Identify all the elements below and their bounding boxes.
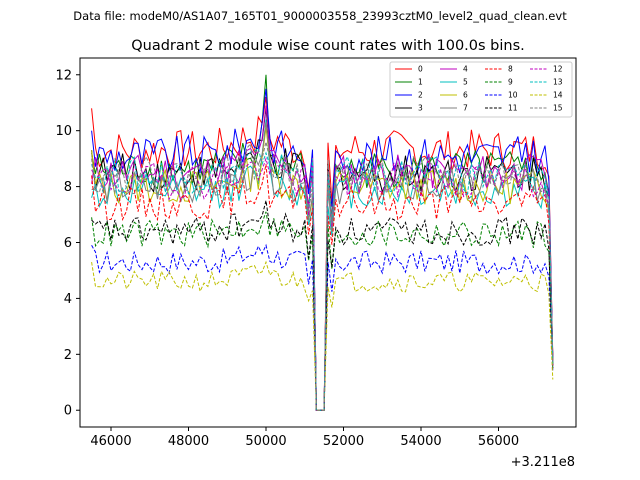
x-tick-label: 46000: [90, 434, 131, 449]
y-tick-label: 0: [64, 404, 72, 419]
legend-label-0: 0: [418, 65, 423, 74]
legend-label-6: 6: [463, 91, 468, 100]
legend-label-3: 3: [418, 104, 423, 113]
legend-label-9: 9: [508, 78, 513, 87]
y-tick-label: 2: [64, 348, 72, 363]
series-line-15: [91, 141, 554, 411]
x-tick-label: 54000: [400, 434, 441, 449]
y-tick-label: 4: [64, 292, 72, 307]
series-line-13: [91, 147, 554, 411]
legend-label-4: 4: [463, 65, 468, 74]
legend-label-13: 13: [553, 78, 563, 87]
legend-label-14: 14: [553, 91, 563, 100]
x-axis: 46000 48000 50000 52000 54000 56000: [90, 427, 519, 449]
x-tick-label: 52000: [323, 434, 364, 449]
y-tick-label: 12: [55, 68, 72, 83]
chart-title: Quadrant 2 module wise count rates with …: [131, 38, 525, 54]
legend-label-8: 8: [508, 65, 513, 74]
legend-label-5: 5: [463, 78, 468, 87]
legend-label-15: 15: [553, 104, 563, 113]
legend-box: [389, 61, 573, 118]
legend-label-7: 7: [463, 104, 468, 113]
series-line-8: [91, 164, 554, 411]
x-axis-offset-label: +3.211e8: [511, 455, 575, 470]
legend-label-10: 10: [508, 91, 518, 100]
y-tick-label: 6: [64, 236, 72, 251]
y-tick-label: 8: [64, 180, 72, 195]
suptitle: Data file: modeM0/AS1A07_165T01_90000035…: [73, 9, 567, 23]
legend-label-12: 12: [553, 65, 563, 74]
y-axis: 0 2 4 6 8 10 12: [55, 68, 80, 419]
x-tick-label: 56000: [478, 434, 519, 449]
y-tick-label: 10: [55, 124, 72, 139]
series-layer: [91, 74, 554, 411]
legend-label-1: 1: [418, 78, 423, 87]
legend-label-11: 11: [508, 104, 518, 113]
legend-label-2: 2: [418, 91, 423, 100]
x-tick-label: 48000: [168, 434, 209, 449]
x-tick-label: 50000: [245, 434, 286, 449]
